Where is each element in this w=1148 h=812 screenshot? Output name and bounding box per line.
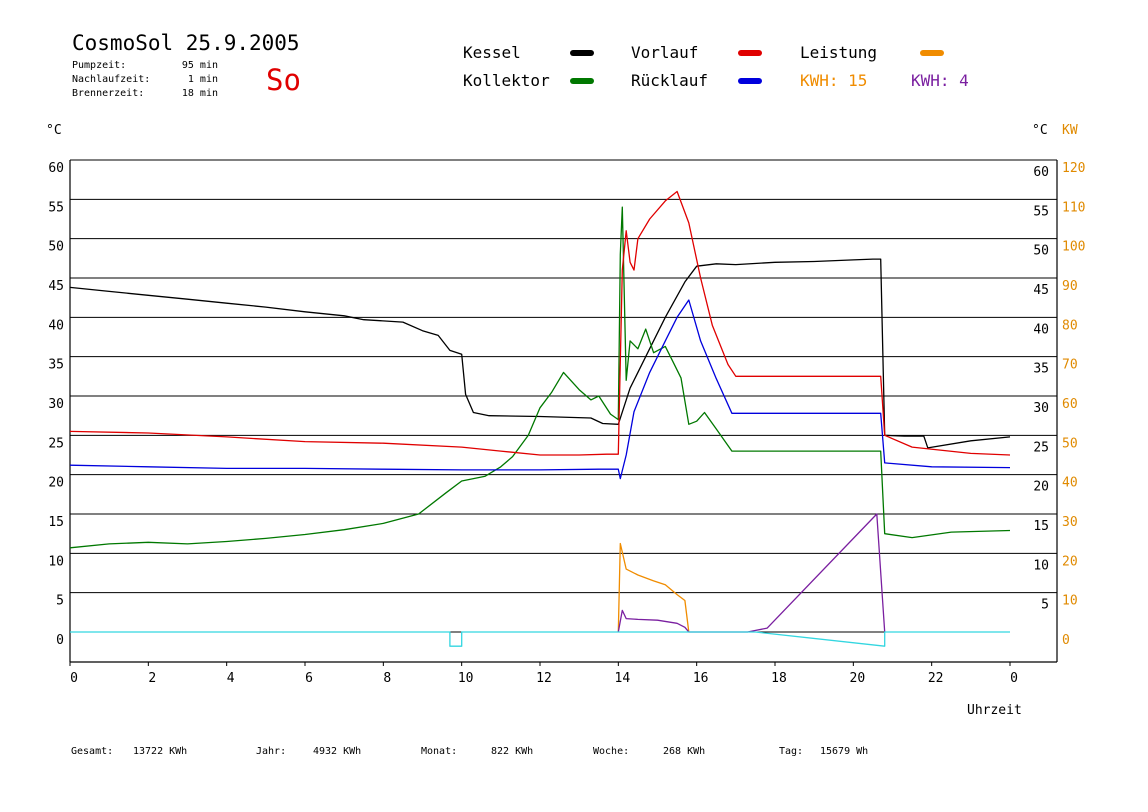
y-right-tick-label: 10 bbox=[1033, 558, 1049, 573]
legend-label-kollektor: Kollektor bbox=[463, 71, 550, 90]
footer-label: Tag: bbox=[779, 746, 803, 757]
kw-tick-label: 100 bbox=[1062, 240, 1085, 255]
y-left-tick-label: 30 bbox=[48, 397, 64, 412]
kw-tick-label: 60 bbox=[1062, 397, 1078, 412]
left-axis-unit: °C bbox=[46, 123, 62, 138]
series-line-pumpe bbox=[70, 631, 1010, 647]
info-label: Brennerzeit: bbox=[72, 88, 144, 99]
y-left-tick-label: 20 bbox=[48, 476, 64, 491]
y-right-tick-label: 55 bbox=[1033, 204, 1049, 219]
y-right-tick-label: 5 bbox=[1041, 598, 1049, 613]
x-tick-label: 12 bbox=[536, 671, 552, 686]
series-line-vorlauf bbox=[69, 190, 1011, 456]
y-right-tick-label: 50 bbox=[1033, 244, 1049, 259]
info-value: 18 min bbox=[182, 88, 218, 99]
chart-title: CosmoSol 25.9.2005 bbox=[72, 31, 300, 55]
info-label: Pumpzeit: bbox=[72, 60, 126, 71]
y-right-tick-label: 20 bbox=[1033, 480, 1049, 495]
x-tick-label: 2 bbox=[148, 671, 156, 686]
y-right-tick-label: 60 bbox=[1033, 165, 1049, 180]
y-right-tick-label: 35 bbox=[1033, 362, 1049, 377]
kw-tick-label: 80 bbox=[1062, 318, 1078, 333]
series-line-r-cklauf bbox=[69, 299, 1011, 480]
footer-label: Jahr: bbox=[256, 746, 286, 757]
footer-value: 15679 Wh bbox=[820, 746, 868, 757]
y-right-tick-label: 25 bbox=[1033, 440, 1049, 455]
x-tick-label: 10 bbox=[458, 671, 474, 686]
x-tick-label: 6 bbox=[305, 671, 313, 686]
y-right-tick-label: 45 bbox=[1033, 283, 1049, 298]
kwh-orange-label: KWH: 15 bbox=[800, 71, 867, 90]
series-line-leistung bbox=[617, 542, 690, 633]
y-right-tick-label: 30 bbox=[1033, 401, 1049, 416]
footer-label: Monat: bbox=[421, 746, 457, 757]
y-left-tick-label: 60 bbox=[48, 161, 64, 176]
kw-axis-unit: KW bbox=[1062, 123, 1078, 138]
footer-value: 4932 KWh bbox=[313, 746, 361, 757]
x-tick-label: 18 bbox=[771, 671, 787, 686]
y-left-tick-label: 25 bbox=[48, 436, 64, 451]
x-tick-label: 8 bbox=[383, 671, 391, 686]
right-axis-unit: °C bbox=[1032, 123, 1048, 138]
x-tick-label: 20 bbox=[850, 671, 866, 686]
y-left-tick-label: 55 bbox=[48, 200, 64, 215]
legend-label-ruecklauf: Rücklauf bbox=[631, 71, 708, 90]
footer-value: 822 KWh bbox=[491, 746, 533, 757]
legend-label-vorlauf: Vorlauf bbox=[631, 43, 698, 62]
x-axis-label: Uhrzeit bbox=[967, 703, 1022, 718]
kw-tick-label: 120 bbox=[1062, 161, 1085, 176]
kw-tick-label: 20 bbox=[1062, 554, 1078, 569]
kw-tick-label: 90 bbox=[1062, 279, 1078, 294]
y-left-tick-label: 5 bbox=[56, 594, 64, 609]
kw-tick-label: 110 bbox=[1062, 200, 1085, 215]
x-tick-label: 16 bbox=[693, 671, 709, 686]
tick-labels: 0 2 4 6 8 10 12 14 16 18 20 22 060555045403530252015… bbox=[48, 161, 1085, 686]
x-tick-label: 4 bbox=[227, 671, 235, 686]
grid-lines bbox=[70, 159, 1057, 594]
x-tick-label: 22 bbox=[928, 671, 944, 686]
legend-label-leistung: Leistung bbox=[800, 43, 877, 62]
x-tick-label: 14 bbox=[615, 671, 631, 686]
kw-tick-label: 40 bbox=[1062, 476, 1078, 491]
legend-label-kessel: Kessel bbox=[463, 43, 521, 62]
axes bbox=[69, 160, 1058, 666]
kw-tick-label: 0 bbox=[1062, 633, 1070, 648]
y-left-tick-label: 45 bbox=[48, 279, 64, 294]
y-left-tick-label: 50 bbox=[48, 240, 64, 255]
y-left-tick-label: 15 bbox=[48, 515, 64, 530]
day-label: So bbox=[266, 63, 301, 97]
footer-label: Gesamt: bbox=[71, 746, 113, 757]
footer-stats: Gesamt: 13722 KWh Jahr: 4932 KWh Monat: … bbox=[71, 746, 868, 757]
x-tick-label: 0 bbox=[1010, 671, 1018, 686]
y-right-tick-label: 40 bbox=[1033, 322, 1049, 337]
kwh-purple-label: KWH: 4 bbox=[911, 71, 969, 90]
series-line-kollektor bbox=[69, 206, 1011, 549]
x-tick-label: 0 bbox=[70, 671, 78, 686]
kw-tick-label: 10 bbox=[1062, 594, 1078, 609]
legend: Kessel Kollektor Vorlauf Rücklauf Leistu… bbox=[463, 43, 969, 90]
footer-value: 268 KWh bbox=[663, 746, 705, 757]
kw-tick-label: 70 bbox=[1062, 358, 1078, 373]
footer-label: Woche: bbox=[593, 746, 629, 757]
kw-tick-label: 50 bbox=[1062, 436, 1078, 451]
info-label: Nachlaufzeit: bbox=[72, 74, 150, 85]
y-left-tick-label: 10 bbox=[48, 554, 64, 569]
kw-tick-label: 30 bbox=[1062, 515, 1078, 530]
data-series bbox=[69, 190, 1011, 647]
y-left-tick-label: 0 bbox=[56, 633, 64, 648]
y-left-tick-label: 40 bbox=[48, 318, 64, 333]
series-line-kwh-4 bbox=[617, 513, 886, 633]
footer-value: 13722 KWh bbox=[133, 746, 187, 757]
info-value: 1 min bbox=[188, 74, 218, 85]
series-line-kessel bbox=[69, 258, 1011, 449]
y-left-tick-label: 35 bbox=[48, 358, 64, 373]
y-right-tick-label: 15 bbox=[1033, 519, 1049, 534]
info-value: 95 min bbox=[182, 60, 218, 71]
info-block: Pumpzeit: 95 min Nachlaufzeit: 1 min Bre… bbox=[72, 60, 218, 99]
